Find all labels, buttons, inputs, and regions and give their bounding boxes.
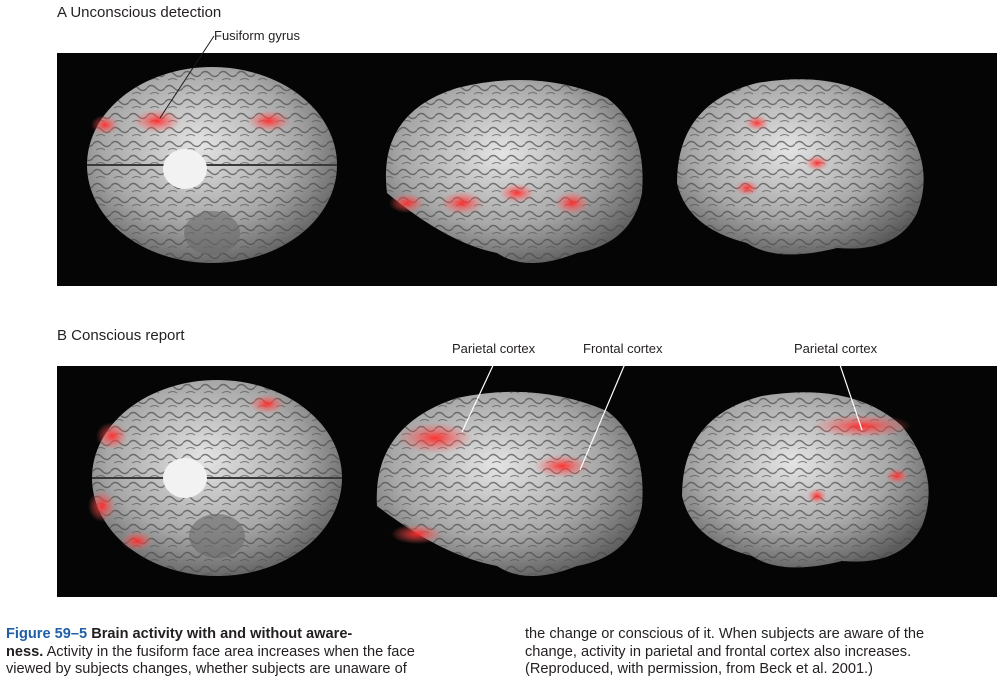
caption-body-line2: viewed by subjects changes, whether subj…: [6, 661, 407, 677]
figure-title-line1: Brain activity with and without aware-: [91, 626, 353, 642]
activation-spots: [88, 394, 912, 551]
callout-fusiform-gyrus: Fusiform gyrus: [214, 28, 300, 43]
figure-title-line2: ness.: [6, 643, 44, 660]
left-lateral-brain-view: [376, 391, 643, 576]
caption-body-line4: change, activity in parietal and frontal…: [525, 643, 912, 660]
caption-body-line5: (Reproduced, with permission, from Beck …: [525, 661, 873, 677]
panel-b-label: B Conscious report: [57, 327, 185, 344]
ventral-brain-view: [87, 67, 337, 263]
callout-parietal-cortex-right: Parietal cortex: [794, 341, 878, 356]
caption-body-line3: the change or conscious of it. When subj…: [525, 626, 925, 642]
panel-b-brain-images: [57, 366, 997, 597]
callout-frontal-cortex: Frontal cortex: [583, 341, 663, 356]
figure-caption-left: Figure 59–5 Brain activity with and with…: [6, 626, 506, 679]
caption-body-line1: Activity in the fusiform face area incre…: [43, 643, 415, 660]
left-lateral-brain-view: [385, 80, 643, 263]
panel-a-brain-images: [57, 53, 997, 286]
figure-number: Figure 59–5: [6, 626, 88, 642]
figure-caption-right: the change or conscious of it. When subj…: [525, 626, 1000, 679]
right-lateral-brain-view: [677, 79, 924, 255]
ventral-brain-view: [92, 380, 342, 576]
callout-parietal-cortex-left: Parietal cortex: [452, 341, 536, 356]
panel-a-label: A Unconscious detection: [57, 4, 222, 21]
